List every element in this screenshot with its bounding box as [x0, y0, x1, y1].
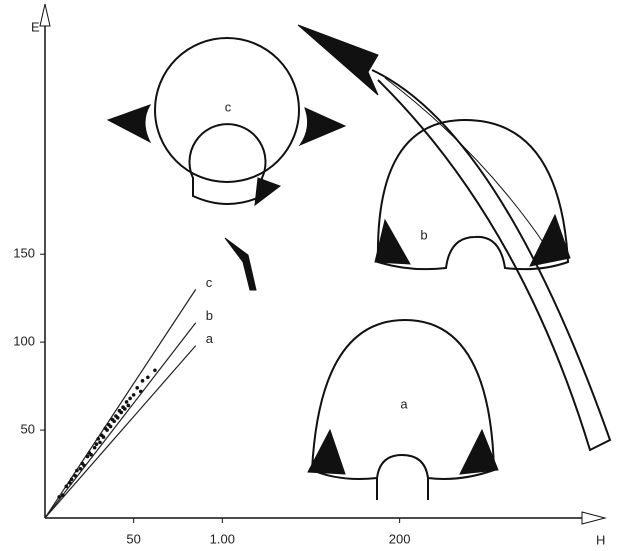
- data-point: [146, 376, 150, 380]
- shape-label: a: [400, 396, 408, 411]
- data-point: [95, 442, 99, 446]
- x-axis-arrow: [582, 512, 605, 524]
- regression-line: [45, 346, 196, 518]
- y-tick-label: 150: [13, 246, 35, 261]
- x-axis-label: H: [596, 532, 605, 547]
- regression-line: [45, 289, 196, 518]
- y-tick-label: 100: [13, 334, 35, 349]
- data-point: [123, 407, 127, 411]
- data-point: [82, 463, 86, 467]
- x-tick-label: 50: [126, 531, 140, 546]
- data-point: [119, 411, 123, 415]
- data-point: [125, 400, 129, 404]
- data-point: [70, 478, 74, 482]
- shape-label: b: [420, 227, 427, 242]
- data-point: [89, 453, 93, 457]
- data-point: [86, 455, 90, 459]
- figure: E H 501.0020050100150cbacba: [0, 0, 621, 551]
- data-point: [128, 397, 132, 401]
- data-point: [73, 474, 77, 478]
- line-label: c: [206, 275, 213, 290]
- line-label: b: [206, 308, 213, 323]
- data-point: [57, 495, 61, 499]
- data-point: [75, 469, 79, 473]
- data-point: [141, 379, 145, 383]
- data-point: [68, 481, 72, 485]
- x-tick-label: 200: [389, 531, 411, 546]
- data-point: [135, 386, 139, 390]
- data-point: [79, 467, 83, 471]
- y-tick-label: 50: [21, 422, 35, 437]
- shape-c: [108, 38, 345, 205]
- y-axis-arrow: [40, 4, 50, 26]
- line-label: a: [206, 331, 214, 346]
- data-point: [112, 419, 116, 423]
- data-point: [96, 437, 100, 441]
- data-point: [93, 446, 97, 450]
- shape-label: c: [225, 99, 232, 114]
- x-tick-label: 1.00: [210, 531, 235, 546]
- data-point: [98, 441, 102, 445]
- y-axis-label: E: [31, 19, 40, 34]
- data-point: [109, 425, 113, 429]
- data-point: [132, 393, 136, 397]
- data-point: [116, 416, 120, 420]
- data-point: [102, 435, 106, 439]
- data-point: [127, 404, 131, 408]
- regression-line: [45, 323, 196, 518]
- data-point: [105, 428, 109, 432]
- data-point: [139, 390, 143, 394]
- data-point: [153, 368, 157, 372]
- data-point: [64, 485, 68, 489]
- data-point: [61, 493, 65, 497]
